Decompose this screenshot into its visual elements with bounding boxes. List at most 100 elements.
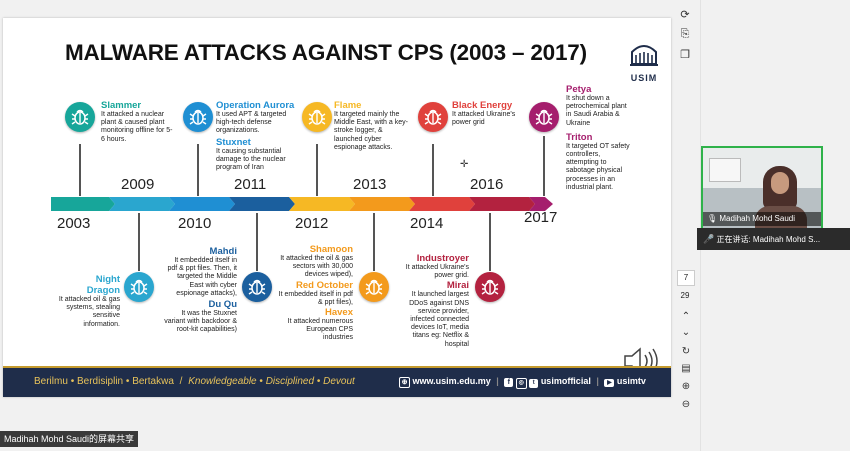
- event-industroyer: Industroyer It attacked Ukraine's power …: [396, 253, 469, 349]
- event-desc: It launched largest DDoS against DNS ser…: [409, 291, 469, 348]
- event-desc: It embedded itself in pdf & ppt files. T…: [167, 257, 237, 297]
- year-2014: 2014: [410, 215, 444, 232]
- event-desc: It targeted mainly the Middle East, with…: [334, 111, 408, 151]
- event-aurora: Operation Aurora It used APT & targeted …: [216, 100, 296, 172]
- globe-icon: ⊕: [399, 377, 410, 388]
- speaking-label: 正在讲话:: [716, 235, 751, 244]
- presentation-slide: MALWARE ATTACKS AGAINST CPS (2003 – 2017…: [3, 18, 671, 397]
- chevron-down-icon[interactable]: ⌄: [681, 326, 691, 338]
- timeline-band: [51, 197, 553, 211]
- event-desc: It embedded itself in pdf & ppt files),: [278, 290, 353, 306]
- youtube-icon: ▶: [604, 379, 615, 387]
- website-link: www.usim.edu.my: [412, 376, 491, 386]
- usim-logo-icon: [630, 45, 658, 66]
- footer-motto: Berilmu • Berdisiplin • Bertakwa / Knowl…: [34, 376, 355, 387]
- event-flame: Flame It targeted mainly the Middle East…: [334, 100, 412, 152]
- event-name: Petya: [566, 84, 592, 95]
- speaking-name: Madihah Mohd S...: [752, 235, 821, 244]
- footer-links: ⊕ www.usim.edu.my | f ◎ t usimofficial |…: [399, 376, 646, 389]
- connector-petya: [543, 136, 545, 196]
- refresh-icon[interactable]: ↻: [681, 345, 691, 357]
- slide-footer: Berilmu • Berdisiplin • Bertakwa / Knowl…: [3, 368, 671, 397]
- shamoon-bug-icon: [359, 272, 389, 302]
- motto-2: Berdisiplin: [76, 376, 124, 387]
- year-2003: 2003: [57, 215, 91, 232]
- year-2010: 2010: [178, 215, 212, 232]
- event-desc: It was the Stuxnet variant with backdoor…: [164, 310, 237, 334]
- speaking-indicator: 🎤 正在讲话: Madihah Mohd S...: [697, 228, 850, 250]
- year-2011: 2011: [234, 176, 267, 193]
- connector-nightdragon: [138, 213, 140, 271]
- event-desc: It causing substantial damage to the nuc…: [216, 147, 286, 172]
- event-desc: It attacked oil & gas systems, stealing …: [58, 296, 120, 328]
- event-desc: It shut down a petrochemical plant in Sa…: [566, 95, 627, 127]
- event-desc: It targeted OT safety controllers, attem…: [566, 142, 630, 191]
- twitter-icon: t: [529, 379, 539, 388]
- event-name: Operation Aurora: [216, 100, 295, 111]
- event-slammer: Slammer It attacked a nuclear plant & ca…: [101, 100, 175, 144]
- connector-industroyer: [489, 213, 491, 271]
- event-nightdragon: Night Dragon It attacked oil & gas syste…: [58, 274, 120, 329]
- zoom-out-icon[interactable]: ⊖: [681, 398, 691, 410]
- tag-3: Devout: [323, 376, 355, 387]
- page-number-box[interactable]: 7: [677, 270, 695, 286]
- event-name: Mirai: [446, 280, 469, 292]
- tv-handle: usimtv: [616, 376, 646, 386]
- year-2012: 2012: [295, 215, 329, 232]
- event-blackenergy: Black Energy It attacked Ukraine's power…: [452, 100, 524, 127]
- participant-name: Madihah Mohd Saudi: [719, 214, 795, 223]
- petya-bug-icon: [529, 102, 559, 132]
- connector-mahdi: [256, 213, 258, 271]
- instagram-icon: ◎: [515, 378, 527, 389]
- slide-title: MALWARE ATTACKS AGAINST CPS (2003 – 2017…: [65, 40, 587, 65]
- document-icon[interactable]: ▤: [681, 362, 691, 374]
- bookmark-icon[interactable]: ⎘: [680, 27, 690, 40]
- connector-blackenergy: [432, 144, 434, 196]
- flame-bug-icon: [302, 102, 332, 132]
- event-name: Du Qu: [208, 299, 238, 311]
- motto-sep: •: [125, 376, 130, 387]
- year-2009: 2009: [121, 176, 155, 193]
- event-name: Industroyer: [416, 253, 469, 264]
- event-name: Mahdi: [209, 246, 237, 257]
- screen-share-caption: Madihah Mohd Saudi的屏幕共享: [0, 431, 139, 447]
- event-name: Shamoon: [309, 244, 353, 255]
- footer-accent: [3, 366, 671, 369]
- tag-sep: •: [316, 376, 321, 387]
- year-2017: 2017: [524, 209, 558, 226]
- mahdi-bug-icon: [242, 272, 272, 302]
- blackenergy-bug-icon: [418, 102, 448, 132]
- chevron-up-icon[interactable]: ⌃: [681, 310, 691, 322]
- year-2016: 2016: [470, 176, 504, 193]
- event-mahdi: Mahdi It embedded itself in pdf & ppt fi…: [163, 246, 237, 335]
- motto-1: Berilmu: [34, 376, 68, 387]
- industroyer-bug-icon: [475, 272, 505, 302]
- tag-1: Knowledgeable: [188, 376, 257, 387]
- event-desc: It used APT & targeted high-tech defense…: [216, 111, 287, 135]
- event-name: Stuxnet: [216, 136, 251, 148]
- connector-aurora: [197, 144, 199, 196]
- event-desc: It attacked the oil & gas sectors with 3…: [280, 255, 353, 279]
- slammer-bug-icon: [65, 102, 95, 132]
- aurora-bug-icon: [183, 102, 213, 132]
- speaker-mic-icon: 🎤: [703, 234, 715, 244]
- tag-2: Disciplined: [265, 376, 315, 387]
- video-tile[interactable]: 🎙 Madihah Mohd Saudi: [701, 146, 823, 230]
- motto-sep: •: [70, 376, 75, 387]
- event-desc: It attacked Ukraine's power grid.: [405, 264, 469, 280]
- event-desc: It attacked numerous European CPS indust…: [287, 318, 353, 342]
- rotate-icon[interactable]: ⟳: [680, 8, 690, 21]
- event-name: Night Dragon: [86, 274, 120, 296]
- event-shamoon: Shamoon It attacked the oil & gas sector…: [275, 244, 353, 343]
- event-name: Red October: [295, 279, 353, 291]
- usim-logo-text: USIM: [630, 73, 658, 83]
- mic-icon: 🎙: [707, 214, 718, 223]
- event-petya: Petya It shut down a petrochemical plant…: [566, 84, 632, 192]
- connector-slammer: [79, 144, 81, 196]
- zoom-in-icon[interactable]: ⊕: [681, 380, 691, 392]
- usim-logo: USIM: [627, 40, 661, 83]
- copy-icon[interactable]: ❐: [680, 48, 690, 61]
- event-desc: It attacked Ukraine's power grid: [452, 111, 516, 127]
- event-name: Slammer: [101, 100, 142, 111]
- page-total: 29: [680, 291, 690, 300]
